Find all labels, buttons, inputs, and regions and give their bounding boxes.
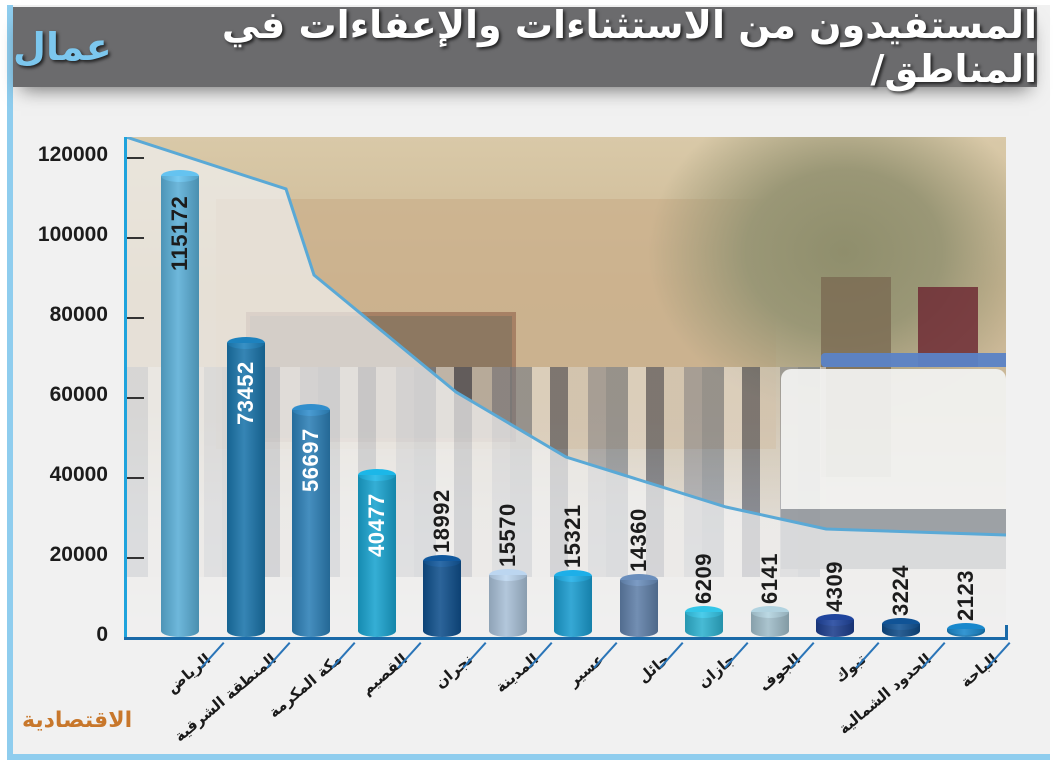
bar — [881, 624, 920, 637]
trend-curve-overlay — [126, 137, 1006, 637]
x-axis — [124, 637, 1008, 640]
bar — [554, 575, 592, 637]
bar-shading — [947, 628, 985, 637]
bar — [816, 619, 854, 637]
bar — [292, 410, 330, 637]
bar-value-label: 6141 — [756, 553, 782, 605]
bar-value-label: 73452 — [232, 361, 258, 425]
bar-shading — [554, 575, 592, 637]
bar-shading — [685, 612, 723, 637]
y-tick-label: 80000 — [49, 303, 108, 326]
bar-shading — [488, 574, 527, 637]
bar-shading — [619, 579, 658, 637]
bar — [423, 561, 461, 637]
y-tick-mark — [127, 157, 144, 159]
bar-shading — [357, 475, 396, 637]
title-bar: المستفيدون من الاستثناءات والإعفاءات في … — [13, 3, 1037, 91]
bar — [161, 176, 199, 637]
bar-value-label: 3224 — [887, 565, 913, 617]
y-tick-label: 20000 — [49, 543, 108, 566]
bar — [226, 343, 265, 637]
bar-shading — [161, 176, 199, 637]
y-tick-label: 0 — [96, 623, 108, 646]
bar-value-label: 40477 — [363, 492, 389, 557]
y-tick-label: 120000 — [37, 143, 108, 166]
bar-value-label: 15570 — [494, 503, 520, 567]
y-tick-mark — [127, 397, 144, 399]
publisher-logo: الاقتصادية — [22, 708, 133, 733]
bar-value-label: 6209 — [691, 553, 716, 605]
bar-value-label: 56697 — [298, 428, 323, 492]
y-tick-label: 100000 — [37, 223, 108, 246]
bar-shading — [881, 624, 920, 637]
bar — [947, 628, 985, 637]
chart-subtitle: عمال — [13, 25, 112, 69]
bar — [357, 475, 396, 637]
bar-value-label: 18992 — [429, 489, 454, 554]
y-tick-label: 40000 — [49, 463, 108, 486]
bar-shading — [423, 561, 461, 637]
bar — [685, 612, 723, 637]
bar-shading — [292, 410, 330, 637]
bar-value-label: 14360 — [625, 507, 651, 572]
bar — [750, 612, 789, 637]
bar-value-label: 2123 — [953, 569, 978, 621]
y-tick-mark — [127, 317, 144, 319]
chart-title: المستفيدون من الاستثناءات والإعفاءات في … — [221, 3, 1037, 91]
bar-value-label: 15321 — [560, 504, 585, 568]
y-tick-label: 60000 — [49, 383, 108, 406]
bar-value-label: 115172 — [167, 196, 192, 272]
bar-shading — [226, 343, 265, 637]
bar-value-label: 4309 — [822, 560, 847, 612]
bar — [619, 579, 658, 637]
y-tick-mark — [127, 477, 144, 479]
y-axis — [124, 137, 127, 640]
background-photo — [126, 137, 1006, 637]
y-tick-mark — [127, 557, 144, 559]
bar-shading — [750, 612, 789, 637]
y-tick-mark — [127, 237, 144, 239]
bar — [488, 574, 527, 637]
x-axis-end-tick — [1005, 625, 1008, 639]
bar-shading — [816, 619, 854, 637]
